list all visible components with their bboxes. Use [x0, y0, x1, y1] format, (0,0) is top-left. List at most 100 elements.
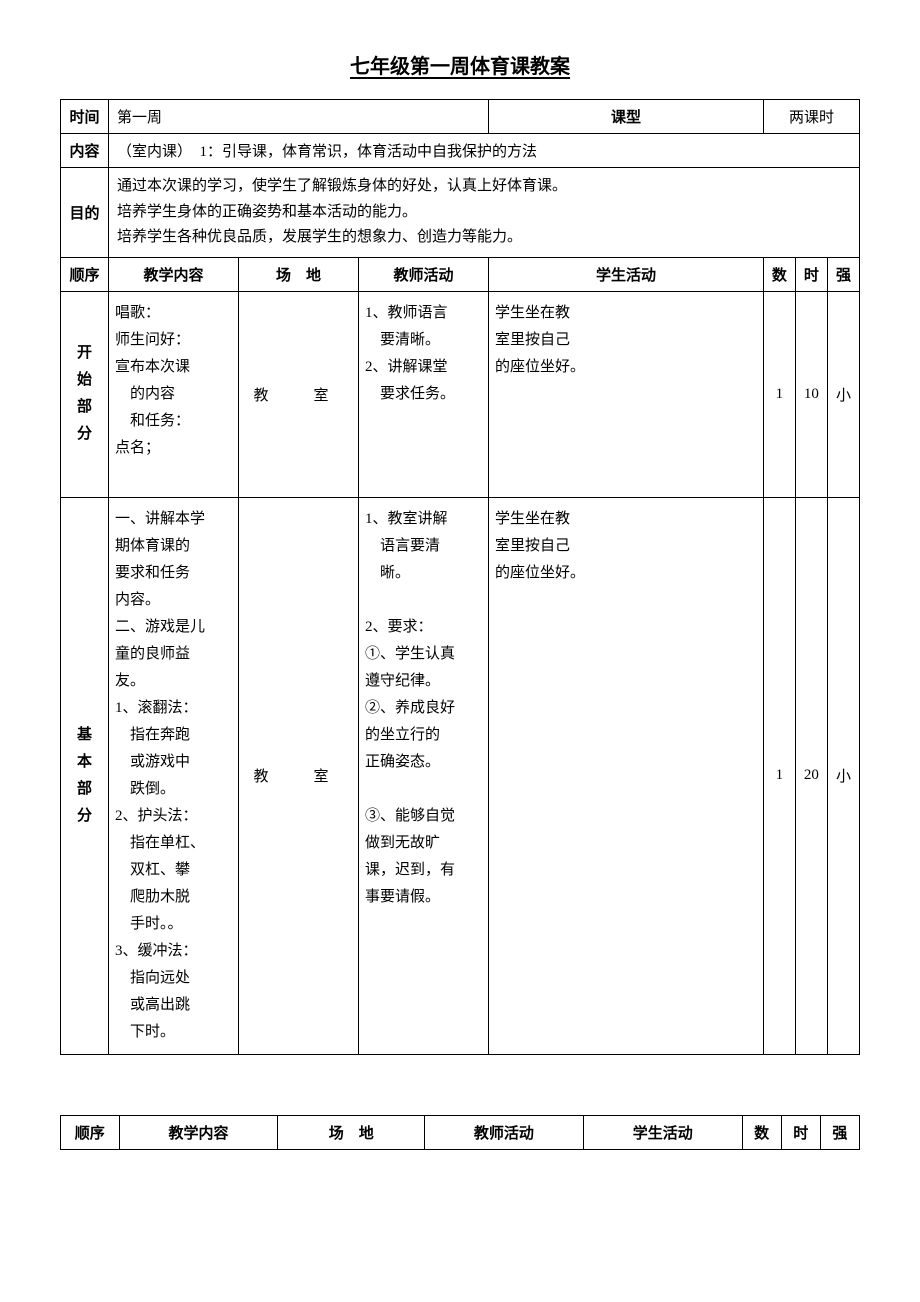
start-intensity: 小 [827, 291, 859, 497]
start-label-1: 开 [69, 340, 100, 367]
value-content: （室内课） 1：引导课，体育常识，体育活动中自我保护的方法 [109, 134, 860, 168]
start-content-3: 宣布本次课 [115, 354, 232, 381]
header-intensity: 强 [827, 257, 859, 291]
start-student-1: 学生坐在教 [495, 300, 757, 327]
basic-teacher-2: 语言要清 [365, 533, 482, 560]
basic-teacher-activity: 1、教室讲解 语言要清 晰。 2、要求： ①、学生认真 遵守纪律。 ②、养成良好… [359, 497, 489, 1054]
start-teacher-4: 要求任务。 [365, 381, 482, 408]
basic-content-12: 2、护头法： [115, 803, 232, 830]
start-time: 10 [795, 291, 827, 497]
lesson-plan-table-2: 顺序 教学内容 场 地 教师活动 学生活动 数 时 强 [60, 1115, 860, 1150]
basic-content-1: 一、讲解本学 [115, 506, 232, 533]
basic-teacher-4 [365, 587, 482, 614]
basic-teacher-5: 2、要求： [365, 614, 482, 641]
basic-content-7: 友。 [115, 668, 232, 695]
basic-label-2: 本 [69, 749, 100, 776]
header-seq: 顺序 [61, 257, 109, 291]
basic-content-10: 或游戏中 [115, 749, 232, 776]
basic-content-18: 指向远处 [115, 965, 232, 992]
basic-teacher-10: 正确姿态。 [365, 749, 482, 776]
basic-student-activity: 学生坐在教 室里按自己 的座位坐好。 [489, 497, 764, 1054]
row-start-section: 开 始 部 分 唱歌： 师生问好： 宣布本次课 的内容 和任务： 点名； 教 室… [61, 291, 860, 497]
start-venue: 教 室 [239, 291, 359, 497]
header-time: 时 [795, 257, 827, 291]
start-teacher-1: 1、教师语言 [365, 300, 482, 327]
start-count: 1 [763, 291, 795, 497]
basic-label-3: 部 [69, 776, 100, 803]
header-content: 教学内容 [109, 257, 239, 291]
value-class-type: 两课时 [763, 100, 859, 134]
basic-teacher-12: ③、能够自觉 [365, 803, 482, 830]
row-basic-section: 基 本 部 分 一、讲解本学 期体育课的 要求和任务 内容。 二、游戏是儿 童的… [61, 497, 860, 1054]
lesson-plan-table-1: 时间 第一周 课型 两课时 内容 （室内课） 1：引导课，体育常识，体育活动中自… [60, 99, 860, 1055]
basic-teacher-14: 课，迟到，有 [365, 857, 482, 884]
basic-content-2: 期体育课的 [115, 533, 232, 560]
start-label-3: 部 [69, 394, 100, 421]
header2-content: 教学内容 [119, 1115, 278, 1149]
start-content-5: 和任务： [115, 408, 232, 435]
header2-count: 数 [742, 1115, 781, 1149]
row-headers: 顺序 教学内容 场 地 教师活动 学生活动 数 时 强 [61, 257, 860, 291]
start-teacher-activity: 1、教师语言 要清晰。 2、讲解课堂 要求任务。 [359, 291, 489, 497]
start-content-2: 师生问好： [115, 327, 232, 354]
header2-intensity: 强 [820, 1115, 859, 1149]
basic-student-3: 的座位坐好。 [495, 560, 757, 587]
basic-label-1: 基 [69, 722, 100, 749]
start-label-4: 分 [69, 421, 100, 448]
basic-teacher-8: ②、养成良好 [365, 695, 482, 722]
basic-student-1: 学生坐在教 [495, 506, 757, 533]
label-content: 内容 [61, 134, 109, 168]
start-label-2: 始 [69, 367, 100, 394]
label-class-type: 课型 [489, 100, 764, 134]
purpose-line-3: 培养学生各种优良品质，发展学生的想象力、创造力等能力。 [117, 225, 851, 251]
basic-content-8: 1、滚翻法： [115, 695, 232, 722]
basic-teacher-9: 的坐立行的 [365, 722, 482, 749]
page-title: 七年级第一周体育课教案 [60, 50, 860, 79]
basic-teacher-7: 遵守纪律。 [365, 668, 482, 695]
basic-teacher-3: 晰。 [365, 560, 482, 587]
basic-venue: 教 室 [239, 497, 359, 1054]
purpose-line-2: 培养学生身体的正确姿势和基本活动的能力。 [117, 200, 851, 226]
start-content-6: 点名； [115, 435, 232, 462]
header2-time: 时 [781, 1115, 820, 1149]
basic-content-13: 指在单杠、 [115, 830, 232, 857]
basic-content-5: 二、游戏是儿 [115, 614, 232, 641]
basic-content-4: 内容。 [115, 587, 232, 614]
start-teacher-3: 2、讲解课堂 [365, 354, 482, 381]
basic-content-19: 或高出跳 [115, 992, 232, 1019]
basic-teacher-15: 事要请假。 [365, 884, 482, 911]
basic-teacher-13: 做到无故旷 [365, 830, 482, 857]
basic-content-6: 童的良师益 [115, 641, 232, 668]
row-headers-2: 顺序 教学内容 场 地 教师活动 学生活动 数 时 强 [61, 1115, 860, 1149]
basic-content-14: 双杠、攀 [115, 857, 232, 884]
header2-seq: 顺序 [61, 1115, 120, 1149]
value-purpose: 通过本次课的学习，使学生了解锻炼身体的好处，认真上好体育课。 培养学生身体的正确… [109, 168, 860, 258]
basic-intensity: 小 [827, 497, 859, 1054]
label-purpose: 目的 [61, 168, 109, 258]
row-purpose: 目的 通过本次课的学习，使学生了解锻炼身体的好处，认真上好体育课。 培养学生身体… [61, 168, 860, 258]
row-time: 时间 第一周 课型 两课时 [61, 100, 860, 134]
header-student: 学生活动 [489, 257, 764, 291]
header-teacher: 教师活动 [359, 257, 489, 291]
start-content-4: 的内容 [115, 381, 232, 408]
label-time: 时间 [61, 100, 109, 134]
basic-content-16: 手时。。 [115, 911, 232, 938]
basic-content-11: 跌倒。 [115, 776, 232, 803]
row-content: 内容 （室内课） 1：引导课，体育常识，体育活动中自我保护的方法 [61, 134, 860, 168]
basic-teacher-1: 1、教室讲解 [365, 506, 482, 533]
basic-content-20: 下时。 [115, 1019, 232, 1046]
value-time: 第一周 [109, 100, 489, 134]
basic-teacher-11 [365, 776, 482, 803]
start-content-1: 唱歌： [115, 300, 232, 327]
basic-label-4: 分 [69, 803, 100, 830]
basic-count: 1 [763, 497, 795, 1054]
label-basic-section: 基 本 部 分 [61, 497, 109, 1054]
purpose-line-1: 通过本次课的学习，使学生了解锻炼身体的好处，认真上好体育课。 [117, 174, 851, 200]
header-venue: 场 地 [239, 257, 359, 291]
basic-content-17: 3、缓冲法： [115, 938, 232, 965]
start-student-2: 室里按自己 [495, 327, 757, 354]
header2-teacher: 教师活动 [425, 1115, 584, 1149]
label-start-section: 开 始 部 分 [61, 291, 109, 497]
basic-content-3: 要求和任务 [115, 560, 232, 587]
basic-student-2: 室里按自己 [495, 533, 757, 560]
